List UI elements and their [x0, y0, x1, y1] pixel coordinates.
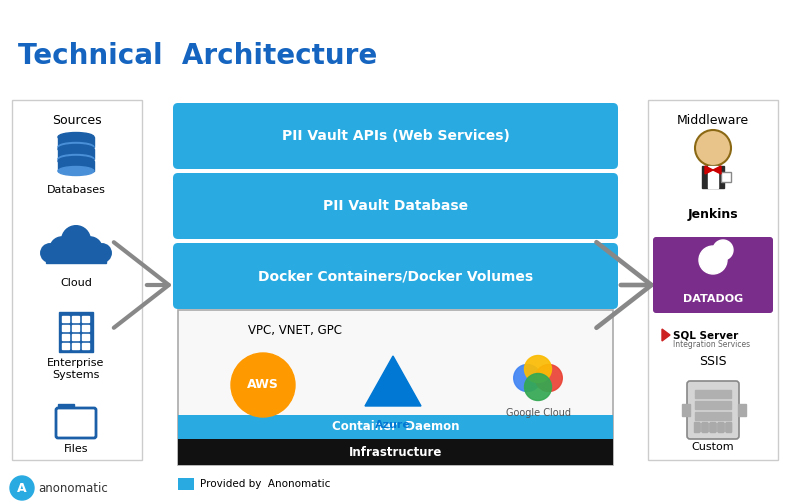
Bar [718, 422, 723, 432]
Bar [62, 334, 69, 340]
Text: Files: Files [64, 444, 88, 454]
FancyBboxPatch shape [173, 173, 618, 239]
Text: Middleware: Middleware [677, 114, 749, 127]
Bar [178, 478, 194, 490]
Bar [702, 422, 707, 432]
Ellipse shape [58, 133, 94, 142]
Bar [72, 334, 79, 340]
Bar [721, 172, 731, 182]
FancyBboxPatch shape [173, 243, 618, 309]
FancyBboxPatch shape [648, 100, 778, 460]
Bar [694, 422, 699, 432]
Circle shape [525, 355, 551, 383]
Bar [82, 334, 89, 340]
FancyBboxPatch shape [173, 103, 618, 169]
Bar [710, 422, 715, 432]
FancyBboxPatch shape [178, 310, 613, 465]
Text: Custom: Custom [692, 442, 734, 452]
Circle shape [514, 364, 541, 392]
Text: Google Cloud: Google Cloud [506, 408, 570, 418]
Polygon shape [713, 166, 721, 174]
Bar [695, 423, 731, 431]
Text: Technical  Architecture: Technical Architecture [18, 42, 378, 70]
Bar [695, 401, 731, 409]
Circle shape [93, 244, 111, 262]
Bar [58, 137, 94, 147]
Text: Container  Daemon: Container Daemon [332, 420, 459, 433]
Text: Enterprise
Systems: Enterprise Systems [47, 358, 105, 380]
Circle shape [535, 364, 562, 392]
Bar [82, 325, 89, 331]
Bar [702, 166, 724, 188]
Bar [72, 316, 79, 322]
Text: Sources: Sources [52, 114, 102, 127]
Circle shape [78, 237, 102, 261]
Text: PII Vault Database: PII Vault Database [323, 199, 468, 213]
Polygon shape [705, 166, 713, 174]
Circle shape [62, 226, 90, 255]
Bar [708, 166, 718, 188]
Bar [738, 404, 746, 416]
Ellipse shape [58, 145, 94, 154]
Text: Provided by  Anonomatic: Provided by Anonomatic [200, 479, 330, 489]
Circle shape [699, 246, 727, 274]
FancyBboxPatch shape [687, 381, 739, 439]
Bar [695, 390, 731, 398]
Text: Integration Services: Integration Services [673, 340, 750, 349]
Polygon shape [662, 329, 670, 341]
Circle shape [713, 240, 733, 260]
Bar [62, 325, 69, 331]
Circle shape [231, 353, 295, 417]
FancyBboxPatch shape [56, 408, 96, 438]
Bar [62, 343, 69, 349]
Circle shape [41, 244, 59, 262]
Text: SSIS: SSIS [699, 355, 727, 368]
Text: AWS: AWS [247, 379, 279, 392]
Bar [72, 343, 79, 349]
Bar [72, 325, 79, 331]
Bar [682, 404, 690, 416]
Text: Azure: Azure [375, 420, 411, 430]
Bar [178, 439, 613, 465]
Circle shape [525, 373, 551, 401]
Text: DATADOG: DATADOG [683, 294, 743, 304]
Text: anonomatic: anonomatic [38, 481, 108, 494]
Circle shape [50, 237, 74, 261]
Text: Databases: Databases [46, 185, 106, 195]
Ellipse shape [58, 157, 94, 165]
Polygon shape [365, 356, 421, 406]
Bar [62, 316, 69, 322]
Ellipse shape [58, 155, 94, 163]
Bar [726, 422, 731, 432]
Bar [82, 316, 89, 322]
Bar [58, 161, 94, 171]
Bar [58, 404, 74, 411]
Text: PII Vault APIs (Web Services): PII Vault APIs (Web Services) [282, 129, 510, 143]
Ellipse shape [58, 166, 94, 175]
Bar [58, 149, 94, 159]
Text: Infrastructure: Infrastructure [349, 446, 442, 459]
Text: Docker Containers/Docker Volumes: Docker Containers/Docker Volumes [258, 269, 533, 283]
Ellipse shape [58, 143, 94, 152]
FancyBboxPatch shape [653, 237, 773, 313]
FancyBboxPatch shape [12, 100, 142, 460]
Bar [46, 249, 106, 263]
Bar [695, 412, 731, 420]
Text: Jenkins: Jenkins [688, 208, 738, 221]
Text: SQL Server: SQL Server [673, 330, 738, 340]
Text: Cloud: Cloud [60, 278, 92, 288]
Bar [178, 415, 613, 439]
Text: A: A [17, 481, 27, 494]
Circle shape [10, 476, 34, 500]
Text: VPC, VNET, GPC: VPC, VNET, GPC [248, 324, 342, 337]
Circle shape [695, 130, 731, 166]
Bar [59, 312, 93, 352]
Bar [82, 343, 89, 349]
